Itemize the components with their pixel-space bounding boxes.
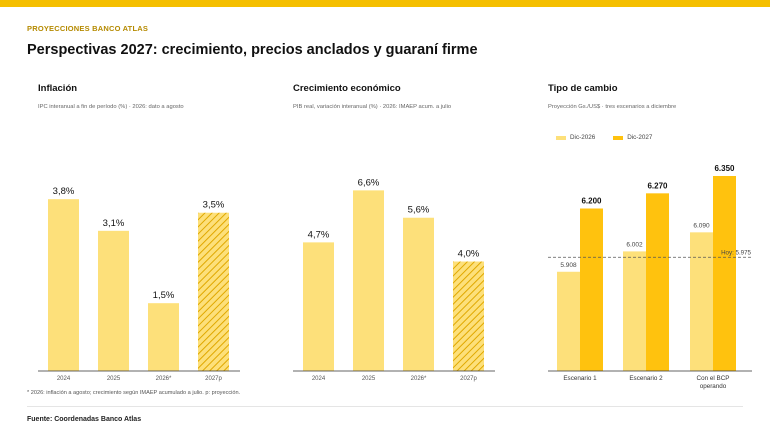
fx-tick-label-0-0: Escenario 1 bbox=[563, 375, 597, 382]
legend-item-dic-2026: Dic-2026 bbox=[556, 134, 595, 141]
fx-data-label-0-2: 6.090 bbox=[693, 222, 710, 229]
inflation-subtitle: IPC interanual a fin de período (%) · 20… bbox=[38, 104, 184, 110]
inflation-title: Inflación bbox=[38, 83, 78, 94]
legend-swatch-dic-2026 bbox=[556, 135, 566, 140]
legend-label-dic-2026: Dic-2026 bbox=[570, 134, 596, 141]
fx-data-label-1-1: 6.270 bbox=[647, 181, 668, 190]
data-label-1-1: 6,6% bbox=[358, 177, 380, 188]
fx-bar-1-2 bbox=[713, 176, 736, 371]
bar-0-1 bbox=[98, 230, 129, 371]
tick-label-0-3: 2027p bbox=[205, 376, 222, 382]
tick-label-0-2: 2026* bbox=[156, 376, 172, 382]
fx-data-label-0-0: 5.908 bbox=[560, 262, 577, 269]
data-label-1-3: 4,0% bbox=[458, 249, 480, 260]
fx-data-label-0-1: 6.002 bbox=[626, 241, 643, 248]
fx-data-label-1-0: 6.200 bbox=[581, 197, 602, 206]
bar-1-0 bbox=[303, 242, 334, 371]
fx-tick-label-2-1: operando bbox=[700, 383, 727, 390]
tick-label-1-2: 2026* bbox=[411, 376, 427, 382]
data-label-1-2: 5,6% bbox=[408, 205, 430, 216]
tick-label-1-1: 2025 bbox=[362, 376, 376, 382]
bar-0-2 bbox=[148, 303, 179, 371]
source: Fuente: Coordenadas Banco Atlas bbox=[27, 416, 142, 423]
legend-swatch-dic-2027 bbox=[613, 135, 624, 140]
bar-1-3 bbox=[453, 261, 484, 371]
tick-label-1-3: 2027p bbox=[460, 376, 477, 382]
bar-1-2 bbox=[403, 217, 434, 371]
fx-title: Tipo de cambio bbox=[548, 83, 618, 94]
fx-bar-0-1 bbox=[623, 251, 646, 371]
legend-item-dic-2027: Dic-2027 bbox=[613, 134, 652, 141]
divider bbox=[27, 406, 743, 407]
reference-label: Hoy: 5.975 bbox=[721, 249, 751, 256]
data-label-0-2: 1,5% bbox=[153, 290, 175, 301]
footnote: * 2026: inflación a agosto; crecimiento … bbox=[27, 390, 241, 396]
fx-tick-label-1-0: Escenario 2 bbox=[629, 375, 663, 382]
top-accent-bar bbox=[0, 0, 770, 7]
fx-bar-0-2 bbox=[690, 232, 713, 371]
bar-1-1 bbox=[353, 190, 384, 371]
tick-label-0-0: 2024 bbox=[57, 376, 71, 382]
page-title: Perspectivas 2027: crecimiento, precios … bbox=[27, 42, 478, 58]
fx-subtitle: Proyección Gs./US$ · tres escenarios a d… bbox=[548, 104, 677, 110]
bar-0-3 bbox=[198, 212, 229, 371]
data-label-0-1: 3,1% bbox=[103, 218, 125, 229]
fx-bar-0-0 bbox=[557, 271, 580, 371]
kicker: PROYECCIONES BANCO ATLAS bbox=[27, 24, 149, 33]
fx-legend: Dic-2026 Dic-2027 bbox=[556, 134, 670, 141]
fx-bar-1-0 bbox=[580, 208, 603, 371]
growth-title: Crecimiento económico bbox=[293, 83, 401, 94]
bar-0-0 bbox=[48, 199, 79, 371]
data-label-0-0: 3,8% bbox=[53, 186, 75, 197]
tick-label-1-0: 2024 bbox=[312, 376, 326, 382]
tick-label-0-1: 2025 bbox=[107, 376, 121, 382]
fx-data-label-1-2: 6.350 bbox=[714, 164, 735, 173]
fx-bar-1-1 bbox=[646, 193, 669, 371]
legend-label-dic-2027: Dic-2027 bbox=[627, 134, 653, 141]
data-label-0-3: 3,5% bbox=[203, 200, 225, 211]
fx-tick-label-2-0: Con el BCP bbox=[697, 375, 730, 382]
growth-subtitle: PIB real, variación interanual (%) · 202… bbox=[293, 104, 452, 110]
data-label-1-0: 4,7% bbox=[308, 229, 330, 240]
